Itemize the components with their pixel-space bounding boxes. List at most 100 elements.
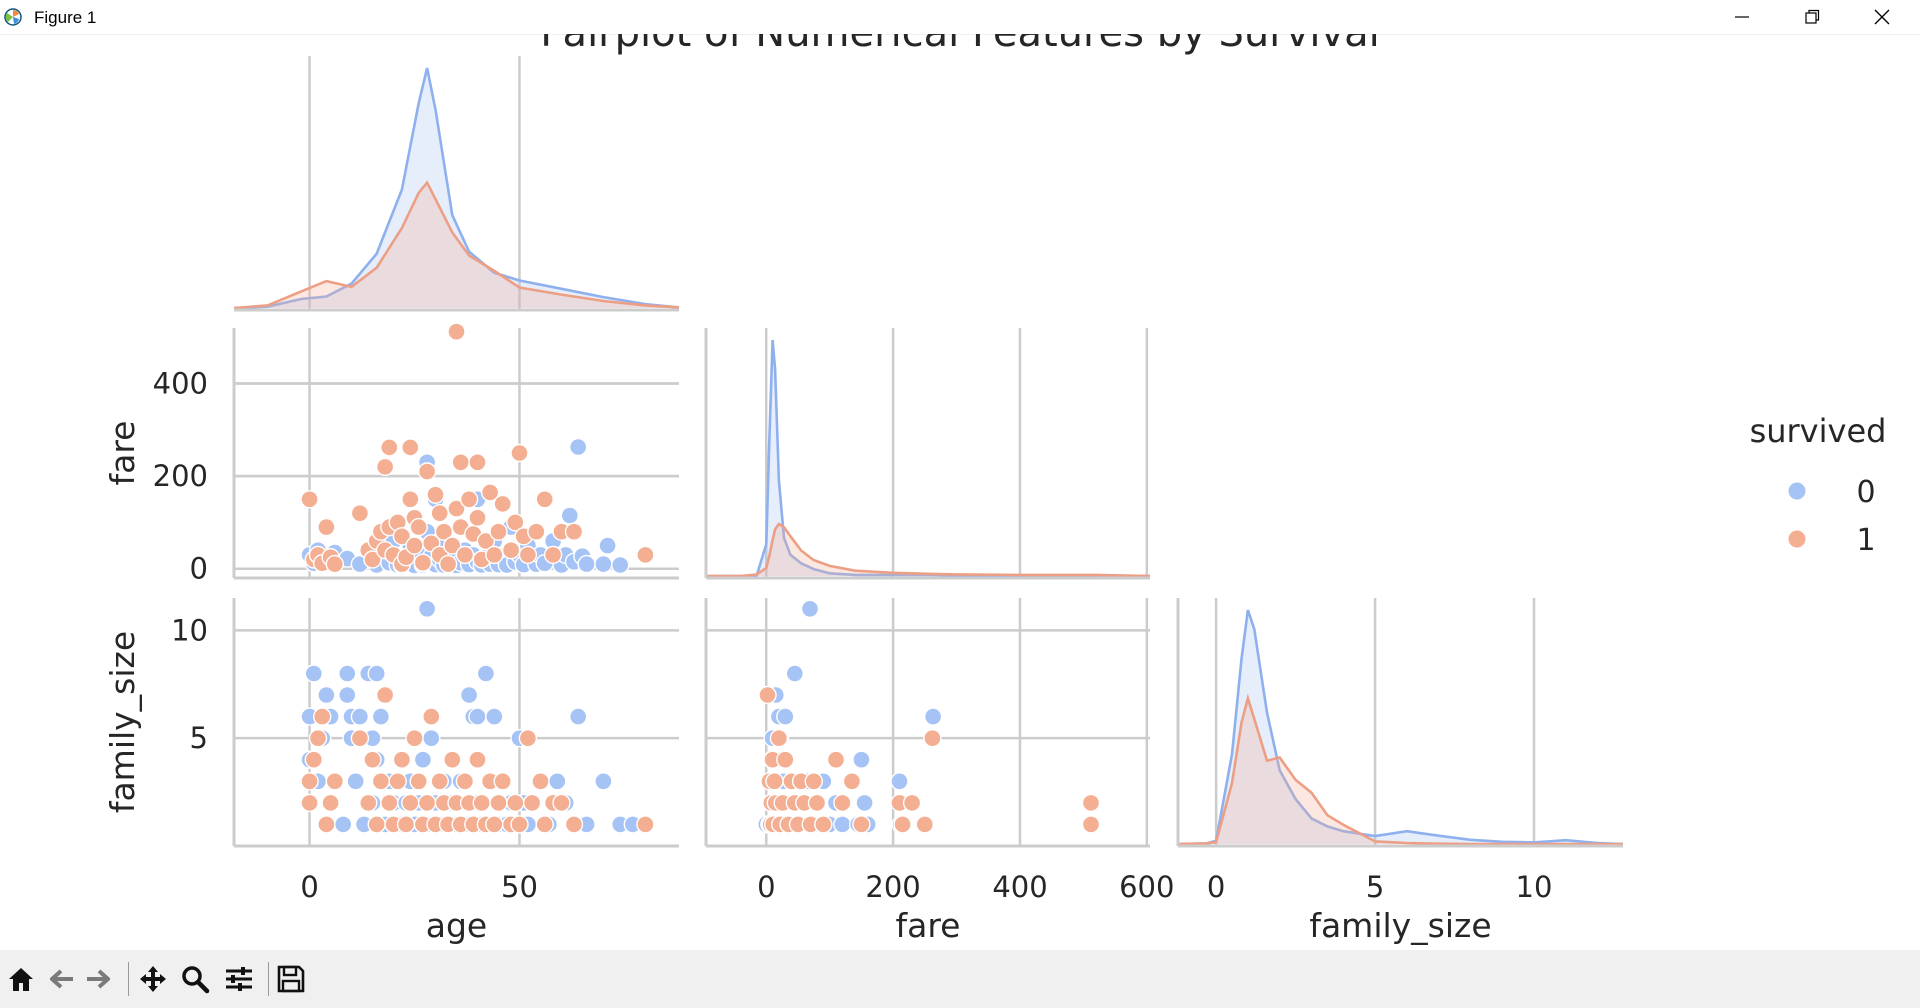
scatter-point-fare_family_size-1 [915, 815, 934, 834]
configure-subplots-button[interactable] [220, 960, 258, 998]
scatter-point-age_family_size-0 [317, 685, 336, 705]
scatter-point-fare_family_size-0 [785, 664, 804, 683]
legend-marker-0 [1788, 482, 1806, 500]
x-tick-label: 5 [1366, 870, 1384, 904]
scatter-point-age_family_size-0 [548, 772, 567, 791]
scatter-point-age_fare-1 [380, 438, 399, 457]
scatter-point-fare_family_size-1 [807, 793, 827, 813]
scatter-point-age_family_size-1 [409, 772, 428, 791]
toolbar-separator [268, 962, 269, 996]
restore-icon [1805, 9, 1820, 24]
scatter-point-age_fare-1 [564, 522, 584, 541]
scatter-point-age_fare-1 [451, 453, 470, 472]
scatter-point-age_family_size-0 [459, 685, 479, 705]
scatter-point-age_family_size-0 [334, 815, 353, 834]
scatter-point-age_fare-1 [325, 554, 344, 574]
y-tick-label: 200 [153, 459, 208, 493]
scatter-point-age_fare-1 [401, 490, 420, 509]
window-titlebar: Figure 1 [0, 0, 1920, 35]
scatter-point-age_fare-1 [438, 554, 458, 574]
pan-icon [140, 966, 166, 992]
scatter-point-age_fare-1 [430, 504, 449, 523]
scatter-point-age_fare-1 [527, 522, 546, 541]
scatter-point-fare_family_size-1 [852, 815, 871, 834]
scatter-point-fare_family_size-1 [804, 772, 823, 791]
scatter-point-age_family_size-1 [375, 685, 395, 705]
scatter-point-age_family_size-0 [417, 599, 437, 618]
scatter-point-age_family_size-1 [493, 772, 512, 791]
zoom-icon [182, 966, 210, 994]
back-button[interactable] [42, 960, 80, 998]
close-button[interactable] [1854, 0, 1910, 34]
scatter-point-age_fare-1 [417, 462, 437, 481]
scatter-point-fare_family_size-0 [923, 707, 943, 726]
scatter-point-fare_family_size-1 [765, 772, 784, 791]
scatter-point-age_family_size-1 [371, 772, 391, 791]
restore-button[interactable] [1784, 0, 1840, 34]
scatter-point-age_fare-1 [300, 490, 319, 509]
scatter-point-age_family_size-0 [594, 772, 613, 791]
scatter-point-age_family_size-0 [422, 729, 441, 748]
save-icon [277, 965, 305, 993]
kde-area-age-0 [234, 68, 679, 308]
app-icon [4, 8, 22, 26]
scatter-point-age_fare-1 [401, 438, 420, 457]
scatter-point-age_fare-1 [447, 322, 466, 341]
scatter-point-age_fare-1 [493, 494, 512, 514]
scatter-point-fare_family_size-1 [776, 750, 795, 769]
legend-label-1: 1 [1856, 523, 1875, 558]
scatter-point-age_fare-1 [363, 550, 382, 569]
scatter-point-age_fare-1 [375, 457, 395, 477]
scatter-point-fare_family_size-1 [1081, 793, 1101, 813]
y-axis-label: family_size [103, 631, 142, 813]
scatter-point-age_family_size-1 [304, 750, 323, 769]
scatter-point-age_fare-1 [426, 485, 445, 504]
x-tick-label: 600 [1119, 870, 1174, 904]
scatter-point-age_family_size-1 [430, 772, 449, 791]
y-tick-label: 10 [171, 613, 208, 647]
scatter-point-age_family_size-1 [300, 793, 319, 813]
scatter-point-fare_family_size-1 [814, 815, 833, 834]
scatter-point-fare_family_size-0 [833, 815, 852, 834]
scatter-point-age_fare-1 [350, 504, 370, 523]
scatter-point-age_fare-1 [405, 536, 424, 555]
scatter-point-age_family_size-1 [313, 707, 332, 726]
scatter-point-age_family_size-1 [422, 707, 441, 726]
minimize-button[interactable] [1714, 0, 1770, 34]
scatter-point-age_family_size-0 [367, 664, 386, 683]
scatter-point-fare_family_size-1 [758, 685, 777, 705]
pan-button[interactable] [134, 960, 172, 998]
scatter-point-age_family_size-0 [346, 772, 365, 791]
x-tick-label: 0 [1207, 870, 1225, 904]
scatter-point-age_fare-1 [409, 517, 428, 537]
scatter-point-age_family_size-0 [413, 750, 433, 769]
legend-marker-1 [1788, 530, 1806, 548]
kde-line-age-0 [233, 67, 680, 310]
x-tick-label: 400 [992, 870, 1047, 904]
x-axis-label: family_size [1309, 906, 1491, 945]
scatter-point-age_family_size-0 [371, 707, 391, 726]
forward-button[interactable] [80, 960, 118, 998]
scatter-point-age_family_size-0 [304, 664, 323, 683]
scatter-point-age_fare-1 [468, 508, 487, 527]
scatter-point-age_family_size-0 [350, 707, 370, 726]
zoom-button[interactable] [176, 960, 214, 998]
scatter-point-age_fare-0 [594, 554, 613, 574]
scatter-point-age_fare-1 [489, 522, 508, 541]
scatter-point-age_fare-1 [501, 541, 521, 560]
home-button[interactable] [2, 960, 40, 998]
scatter-point-age_family_size-1 [308, 729, 328, 748]
scatter-point-age_family_size-1 [300, 772, 319, 791]
window-title: Figure 1 [34, 8, 97, 27]
scatter-point-age_family_size-1 [396, 815, 416, 834]
scatter-point-age_family_size-0 [468, 707, 487, 726]
scatter-point-fare_family_size-1 [769, 729, 789, 748]
x-tick-label: 50 [501, 870, 538, 904]
y-tick-label: 5 [190, 721, 208, 755]
x-tick-label: 0 [757, 870, 775, 904]
save-button[interactable] [272, 960, 310, 998]
scatter-point-age_family_size-1 [506, 793, 525, 813]
scatter-point-fare_family_size-0 [776, 707, 795, 726]
scatter-point-age_fare-1 [518, 545, 538, 565]
x-tick-label: 10 [1516, 870, 1553, 904]
